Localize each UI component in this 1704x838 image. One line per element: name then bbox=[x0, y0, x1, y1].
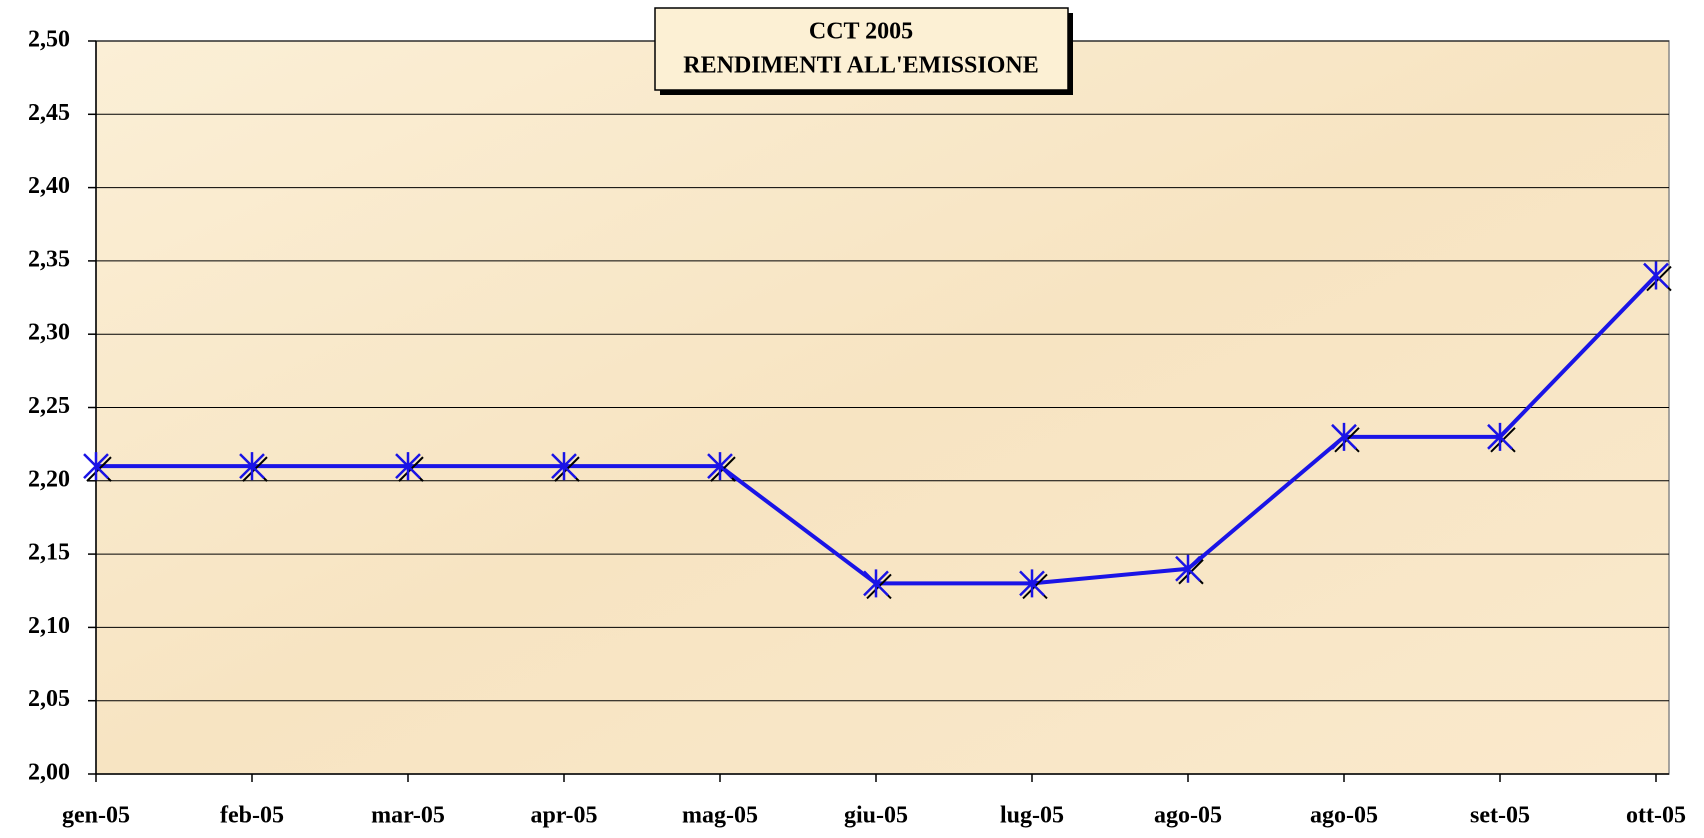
marker-star bbox=[395, 452, 421, 481]
x-tick-label: mag-05 bbox=[682, 803, 758, 829]
marker-star bbox=[1331, 422, 1357, 451]
x-tick-label: apr-05 bbox=[530, 803, 597, 829]
marker bbox=[551, 452, 580, 482]
x-tick-label: gen-05 bbox=[62, 803, 130, 829]
x-tick-label: lug-05 bbox=[1000, 803, 1064, 829]
chart-subtitle: RENDIMENTI ALL'EMISSIONE bbox=[683, 53, 1038, 79]
marker bbox=[1175, 554, 1204, 585]
marker bbox=[707, 452, 736, 482]
marker-star bbox=[707, 452, 733, 481]
y-tick-label: 2,40 bbox=[28, 173, 70, 199]
title-box bbox=[654, 7, 1069, 91]
x-tick-label: set-05 bbox=[1470, 803, 1530, 829]
marker-star bbox=[1175, 554, 1201, 583]
y-tick-label: 2,35 bbox=[28, 246, 70, 272]
y-tick-label: 2,30 bbox=[28, 320, 70, 346]
marker bbox=[1019, 569, 1048, 600]
y-tick-label: 2,10 bbox=[28, 613, 70, 639]
y-tick-label: 2,15 bbox=[28, 540, 70, 566]
x-tick-label: mar-05 bbox=[371, 803, 445, 829]
marker bbox=[1331, 422, 1360, 453]
x-tick-label: feb-05 bbox=[220, 803, 284, 829]
marker-star bbox=[239, 452, 265, 481]
y-tick-label: 2,25 bbox=[28, 393, 70, 419]
marker bbox=[239, 452, 268, 482]
x-tick-label: giu-05 bbox=[844, 803, 908, 829]
marker-star bbox=[1019, 569, 1045, 598]
marker-star bbox=[1643, 261, 1669, 290]
x-tick-label: ott-05 bbox=[1626, 803, 1686, 829]
y-tick-label: 2,05 bbox=[28, 686, 70, 712]
marker-star bbox=[551, 452, 577, 481]
marker bbox=[1643, 261, 1672, 292]
x-tick-label: ago-05 bbox=[1154, 803, 1222, 829]
marker bbox=[83, 452, 112, 482]
marker bbox=[395, 452, 424, 482]
marker bbox=[863, 569, 892, 600]
y-tick-label: 2,45 bbox=[28, 100, 70, 126]
marker bbox=[1487, 422, 1516, 453]
chart-title: CCT 2005 bbox=[809, 19, 913, 45]
y-tick-label: 2,50 bbox=[28, 27, 70, 53]
y-tick-label: 2,00 bbox=[28, 760, 70, 786]
marker-star bbox=[83, 452, 109, 481]
x-tick-label: ago-05 bbox=[1310, 803, 1378, 829]
marker-star bbox=[1487, 422, 1513, 451]
marker-star bbox=[863, 569, 889, 598]
y-tick-label: 2,20 bbox=[28, 466, 70, 492]
